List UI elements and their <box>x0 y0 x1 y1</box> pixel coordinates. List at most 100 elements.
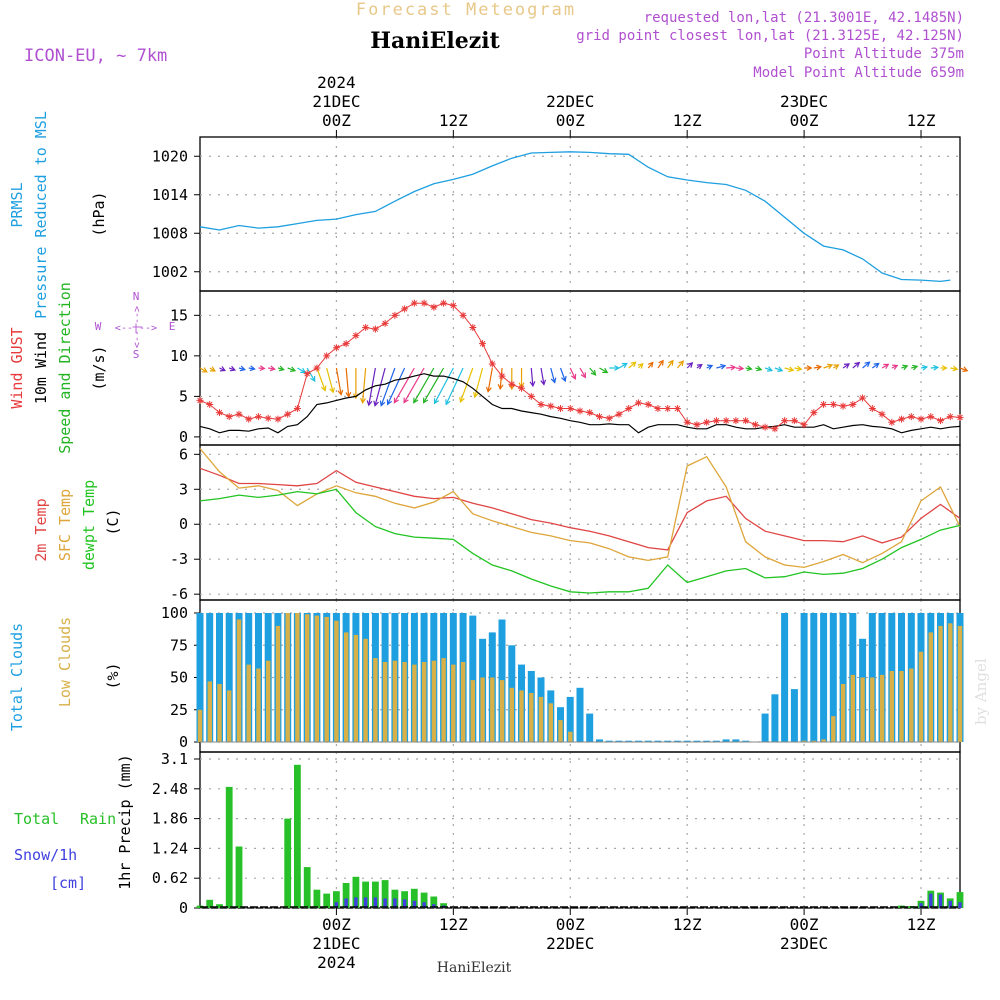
low-cloud-bar <box>324 616 329 742</box>
gust-marker <box>440 299 448 307</box>
rain-bar <box>342 883 350 908</box>
gust-marker <box>907 413 915 421</box>
chart-title: Forecast Meteogram <box>356 0 576 20</box>
clouds-label-total: Total Clouds <box>8 623 26 731</box>
pressure-label-msl: Pressure Reduced to MSL <box>32 111 50 319</box>
gust-marker <box>527 392 535 400</box>
snow-bar <box>344 898 348 908</box>
wind-direction-arrowhead <box>201 367 208 373</box>
wind-direction-arrow <box>569 367 576 380</box>
wind-direction-arrowhead <box>239 365 247 372</box>
wind-direction-arrowhead <box>730 364 737 371</box>
low-cloud-bar <box>470 680 475 742</box>
gust-marker <box>732 417 740 425</box>
temp-sfc-line <box>199 448 961 569</box>
low-cloud-bar <box>314 615 320 742</box>
gust-marker <box>742 417 750 425</box>
gust-marker <box>254 413 262 421</box>
bottom-time-label: 22DEC <box>546 934 594 953</box>
gust-marker <box>381 319 389 327</box>
precip-label-rain: Rain <box>80 810 116 828</box>
pressure-frame <box>199 136 961 292</box>
bottom-time-label: 2024 <box>317 953 356 972</box>
snow-bar <box>919 903 923 908</box>
gust-marker <box>790 417 798 425</box>
wind-direction-arrowhead <box>796 365 803 372</box>
y-tick-label: 100 <box>161 604 188 622</box>
wind-direction-arrowhead <box>892 364 899 370</box>
wind-direction-arrowhead <box>529 381 536 388</box>
gust-marker <box>664 405 672 413</box>
wind-direction-arrow <box>550 367 556 383</box>
gust-marker <box>927 413 935 421</box>
top-time-label: 23DEC <box>780 92 828 111</box>
gust-marker <box>722 417 730 425</box>
gust-marker <box>829 400 837 408</box>
snow-bar <box>938 894 943 908</box>
low-cloud-bar <box>490 677 495 742</box>
gust-marker <box>644 400 652 408</box>
gust-marker <box>479 340 487 348</box>
wind-direction-arrow <box>316 367 326 391</box>
wind-direction-arrow <box>784 367 794 371</box>
wind-direction-arrow <box>434 367 454 404</box>
y-tick-label: 0 <box>179 515 188 533</box>
gust-marker <box>557 405 565 413</box>
gust-marker <box>859 394 867 402</box>
rain-bar <box>313 889 321 908</box>
gust-marker <box>410 299 418 307</box>
snow-bar <box>422 902 426 908</box>
wind-direction-arrow <box>345 367 350 397</box>
low-cloud-bar <box>480 677 485 742</box>
wind-direction-arrowhead <box>602 367 609 374</box>
wind-label-direction: Speed and Direction <box>56 282 74 454</box>
wind-direction-arrowhead <box>864 361 871 368</box>
rain-bar <box>225 786 233 908</box>
wind-direction-arrow <box>445 367 464 405</box>
low-cloud-bar <box>831 716 836 742</box>
low-cloud-bar <box>421 662 427 742</box>
gust-marker <box>420 299 428 307</box>
wind-direction-arrowhead <box>379 400 386 407</box>
wind-direction-arrow <box>726 366 736 369</box>
low-cloud-bar <box>344 632 349 742</box>
gust-marker <box>391 311 399 319</box>
wind-direction-arrowhead <box>373 400 379 407</box>
low-cloud-bar <box>256 668 261 742</box>
gust-marker <box>284 410 292 418</box>
pressure-label-prmsl: PRMSL <box>8 182 26 227</box>
bottom-time-label: 00Z <box>322 915 351 934</box>
y-tick-label: 50 <box>170 669 188 687</box>
total-cloud-bar <box>654 740 662 742</box>
low-cloud-bar <box>529 693 534 742</box>
top-time-label: 00Z <box>790 111 819 130</box>
gust-marker <box>868 405 876 413</box>
low-cloud-bar <box>363 638 368 742</box>
low-cloud-bar <box>568 731 573 742</box>
wind-direction-arrow <box>579 367 586 378</box>
y-tick-label: 3 <box>179 480 188 498</box>
wind-direction-arrowhead <box>550 377 557 384</box>
wind-direction-arrow <box>540 367 545 385</box>
footer-location: HaniElezit <box>437 960 512 976</box>
wind-direction-arrow <box>774 367 783 372</box>
compass-w: W <box>95 320 102 333</box>
low-cloud-bar <box>801 740 807 742</box>
gust-marker <box>401 305 409 313</box>
rain-bar <box>284 818 292 908</box>
wind-direction-arrow <box>667 360 674 369</box>
pressure-line <box>199 151 951 283</box>
total-cloud-bar <box>820 613 828 742</box>
wind-direction-arrow <box>487 367 493 392</box>
precipitation-frame <box>199 751 961 909</box>
total-cloud-bar <box>732 739 740 742</box>
wind-direction-arrow <box>459 367 474 403</box>
total-cloud-bar <box>225 613 233 742</box>
low-cloud-bar <box>811 740 817 742</box>
wind-direction-arrow <box>326 367 334 393</box>
rain-bar <box>372 881 379 908</box>
gust-marker <box>917 415 925 423</box>
low-cloud-bar <box>909 668 914 742</box>
model-label: ICON-EU, ~ 7km <box>24 46 167 66</box>
